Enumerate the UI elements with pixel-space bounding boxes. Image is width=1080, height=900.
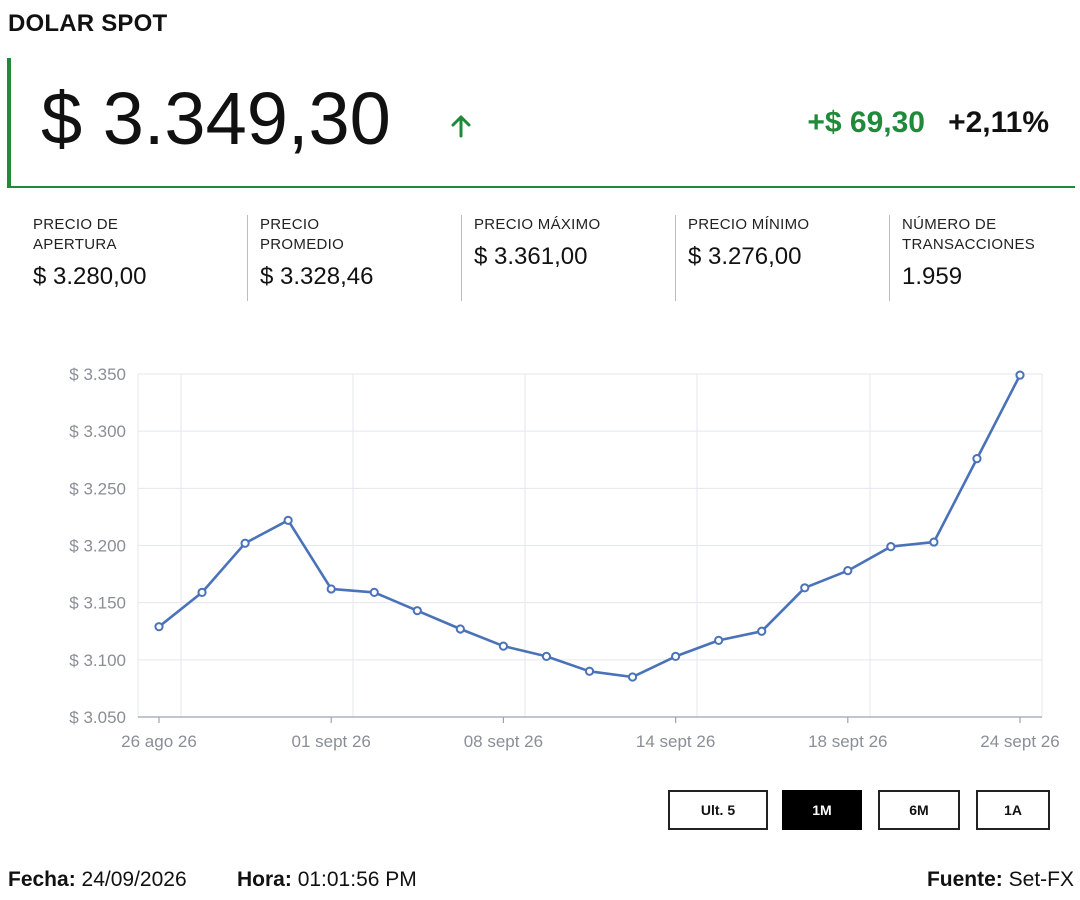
range-button-6m[interactable]: 6M bbox=[878, 790, 960, 830]
price-line-chart: $ 3.350 $ 3.300 $ 3.250 $ 3.200 $ 3.150 $ 3.1… bbox=[69, 365, 1059, 751]
stat-value: $ 3.361,00 bbox=[474, 243, 588, 270]
x-tick-label: 08 sept 26 bbox=[464, 732, 543, 751]
stat-label: PRECIO MÍNIMO bbox=[688, 216, 810, 233]
range-button-1a[interactable]: 1A bbox=[976, 790, 1050, 830]
range-button-1m[interactable]: 1M bbox=[782, 790, 862, 830]
stat-max: PRECIO MÁXIMO $ 3.361,00 bbox=[461, 215, 675, 301]
y-tick-label: $ 3.300 bbox=[69, 422, 126, 441]
data-point bbox=[671, 651, 681, 662]
x-tick-label: 24 sept 26 bbox=[980, 732, 1059, 751]
x-tick-label: 18 sept 26 bbox=[808, 732, 887, 751]
stat-value: $ 3.280,00 bbox=[33, 263, 147, 290]
stat-value: $ 3.328,46 bbox=[260, 263, 374, 290]
data-point bbox=[584, 666, 595, 676]
y-tick-label: $ 3.250 bbox=[69, 479, 126, 498]
data-point bbox=[369, 587, 379, 597]
page-title: DOLAR SPOT bbox=[8, 10, 168, 37]
footer-source: Fuente: Set-FX bbox=[927, 868, 1074, 892]
x-tick-label: 01 sept 26 bbox=[291, 732, 370, 751]
data-point bbox=[283, 515, 293, 525]
source-value: Set-FX bbox=[1008, 868, 1074, 891]
date-value: 24/09/2026 bbox=[81, 868, 187, 891]
stat-opening: PRECIO DE APERTURA $ 3.280,00 bbox=[33, 215, 247, 301]
data-point bbox=[154, 622, 164, 632]
stat-label: PRECIO DE APERTURA bbox=[33, 216, 119, 253]
data-point bbox=[197, 587, 207, 597]
data-point bbox=[972, 454, 982, 464]
stats-row: PRECIO DE APERTURA $ 3.280,00 PRECIO PRO… bbox=[33, 215, 1080, 301]
source-label: Fuente: bbox=[926, 868, 1003, 891]
series-line bbox=[158, 374, 1022, 679]
data-point bbox=[800, 583, 810, 593]
footer-date: Fecha: 24/09/2026 bbox=[8, 868, 187, 892]
spot-price: $ 3.349,30 bbox=[41, 77, 391, 160]
time-label: Hora: bbox=[237, 868, 292, 891]
data-point bbox=[326, 584, 336, 594]
data-point bbox=[455, 624, 465, 634]
range-button-last5[interactable]: Ult. 5 bbox=[668, 790, 768, 830]
x-tick-label: 14 sept 26 bbox=[636, 732, 715, 751]
price-change-percent: +2,11% bbox=[948, 106, 1049, 139]
quote-panel: $ 3.349,30 +$ 69,30 +2,11% bbox=[7, 58, 1075, 188]
data-point bbox=[714, 635, 724, 645]
stat-min: PRECIO MÍNIMO $ 3.276,00 bbox=[675, 215, 889, 301]
y-tick-label: $ 3.350 bbox=[69, 365, 126, 384]
stat-transactions: NÚMERO DE TRANSACCIONES 1.959 bbox=[889, 215, 1080, 301]
stat-label: PRECIO PROMEDIO bbox=[260, 216, 345, 253]
y-tick-label: $ 3.150 bbox=[69, 594, 126, 613]
y-tick-label: $ 3.200 bbox=[69, 537, 126, 556]
date-label: Fecha: bbox=[8, 868, 76, 891]
arrow-up-icon bbox=[451, 115, 471, 138]
y-tick-label: $ 3.050 bbox=[69, 708, 126, 727]
data-point bbox=[627, 672, 638, 682]
stat-value: 1.959 bbox=[902, 263, 963, 290]
data-point bbox=[843, 566, 853, 576]
data-point bbox=[240, 538, 250, 548]
y-tick-label: $ 3.100 bbox=[69, 651, 126, 670]
stat-value: $ 3.276,00 bbox=[688, 243, 802, 270]
data-point bbox=[498, 641, 508, 651]
data-point bbox=[1015, 370, 1025, 380]
stat-label: PRECIO MÁXIMO bbox=[474, 216, 601, 233]
time-value: 01:01:56 PM bbox=[297, 868, 417, 891]
x-tick-label: 26 ago 26 bbox=[121, 732, 197, 751]
stat-label: NÚMERO DE TRANSACCIONES bbox=[902, 216, 1036, 253]
data-point bbox=[541, 651, 552, 662]
footer-time: Hora: 01:01:56 PM bbox=[237, 868, 417, 892]
data-point bbox=[412, 606, 422, 616]
price-change: +$ 69,30 bbox=[807, 106, 925, 139]
data-point bbox=[886, 542, 896, 552]
data-point bbox=[757, 626, 767, 636]
stat-average: PRECIO PROMEDIO $ 3.328,46 bbox=[247, 215, 461, 301]
data-point bbox=[929, 537, 939, 547]
